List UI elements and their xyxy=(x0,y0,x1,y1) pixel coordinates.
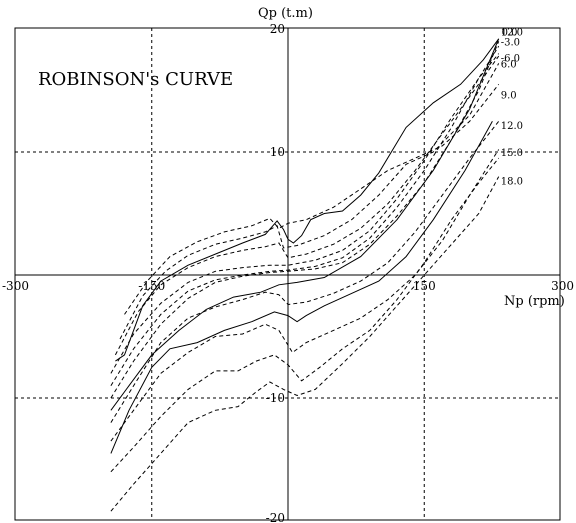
tick-layer: -300 -150 150 300 20 10 -10 -20 xyxy=(2,22,574,523)
series-layer xyxy=(110,38,500,512)
curve-label-layer: 12.00.0-3.0-6.06.09.012.015.018.0 xyxy=(501,28,523,188)
series-line-5 xyxy=(110,45,500,386)
curve-value-label: 12.0 xyxy=(501,121,523,132)
series-line-13 xyxy=(110,176,500,512)
x-tick-label: 300 xyxy=(551,279,574,293)
curve-value-label: 0.0 xyxy=(502,28,518,39)
x-tick-label: -300 xyxy=(2,279,29,293)
series-line-10 xyxy=(110,120,500,423)
x-tick-label: -150 xyxy=(138,279,165,293)
curve-value-label: -3.0 xyxy=(501,38,520,49)
y-axis-title: Qp (t.m) xyxy=(258,6,313,21)
series-line-1 xyxy=(115,38,500,362)
y-tick-label: -20 xyxy=(266,511,285,523)
series-line-7 xyxy=(114,55,500,356)
y-tick-label: 10 xyxy=(270,145,285,159)
series-line-2 xyxy=(110,38,500,411)
curve-value-label: 6.0 xyxy=(501,60,517,71)
series-line-6 xyxy=(110,53,500,374)
curve-value-label: 9.0 xyxy=(501,90,517,101)
series-line-4 xyxy=(110,41,500,399)
curve-value-label: -6.0 xyxy=(501,54,520,65)
series-line-8 xyxy=(119,63,500,340)
series-line-3 xyxy=(110,121,493,454)
curve-value-label: 15.0 xyxy=(501,148,523,159)
series-line-11 xyxy=(110,149,500,442)
series-line-9 xyxy=(124,83,500,315)
curve-value-label: 12.0 xyxy=(501,28,523,39)
x-axis-title: Np (rpm) xyxy=(504,294,565,309)
x-tick-label: 150 xyxy=(413,279,436,293)
curve-value-label: 18.0 xyxy=(501,177,523,188)
y-tick-label: 20 xyxy=(270,22,285,36)
chart-title: ROBINSON's CURVE xyxy=(38,69,233,90)
series-line-12 xyxy=(110,157,500,473)
axis-layer xyxy=(14,27,561,521)
y-tick-label: -10 xyxy=(266,391,285,405)
